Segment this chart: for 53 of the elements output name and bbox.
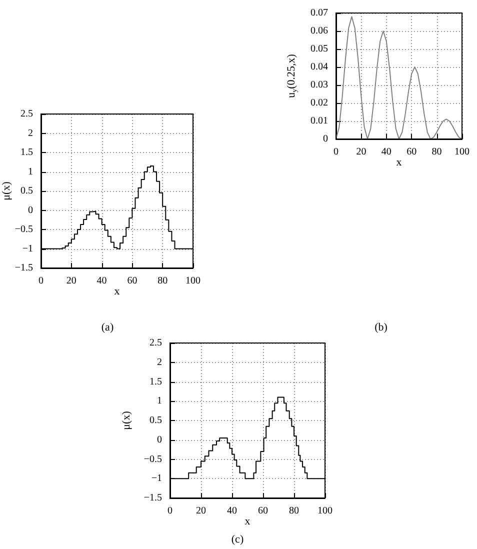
x-tick-label: 80: [158, 276, 168, 286]
x-tick-label: 40: [96, 276, 107, 286]
y-tick-label: 2.5: [150, 338, 162, 348]
y-tick-label: −1: [151, 473, 162, 484]
x-tick-label: 0: [38, 276, 44, 286]
y-tick-label: 1.5: [150, 376, 162, 388]
x-axis-title: x: [114, 286, 120, 298]
x-tick-label: 20: [66, 276, 76, 286]
x-tick-label: 100: [318, 506, 332, 516]
y-tick-label: 2: [157, 356, 162, 368]
x-tick-label: 60: [258, 506, 268, 516]
x-tick-label: 100: [186, 276, 200, 286]
y-tick-label: 1.5: [20, 147, 33, 158]
y-axis-title: μ(x): [120, 410, 132, 430]
x-tick-label: 80: [432, 146, 442, 158]
y-tick-label: 0.01: [310, 116, 328, 126]
y-tick-label: 0.03: [310, 80, 328, 90]
y-tick-label: 0.04: [310, 62, 328, 72]
x-axis-title: x: [396, 156, 402, 168]
x-tick-label: 20: [196, 506, 206, 516]
y-tick-label: 0.07: [310, 8, 328, 18]
x-tick-label: 60: [406, 146, 417, 158]
y-tick-label: −1.5: [14, 262, 33, 274]
y-tick-label: −0.5: [14, 224, 33, 235]
y-tick-label: −0.5: [144, 454, 162, 465]
y-tick-label: 0.5: [150, 415, 162, 426]
line-series: [336, 16, 462, 140]
x-tick-label: 60: [127, 276, 138, 286]
text: (b): [374, 322, 388, 334]
y-tick-label: 2.5: [20, 108, 33, 120]
y-tick-label: 0: [323, 134, 328, 144]
y-tick-label: −1.5: [144, 492, 162, 504]
y-tick-label: 0.05: [310, 44, 328, 54]
x-tick-label: 0: [334, 146, 338, 158]
y-tick-label: 1: [157, 396, 162, 407]
x-tick-label: 20: [356, 146, 366, 158]
y-tick-label: 2: [28, 128, 33, 139]
text: (c): [231, 534, 244, 546]
x-tick-label: 100: [454, 146, 470, 158]
y-tick-label: 0: [157, 434, 162, 446]
x-tick-label: 80: [289, 506, 299, 516]
y-tick-label: −1: [22, 243, 33, 254]
y-tick-label: 0: [28, 204, 33, 216]
x-tick-label: 0: [168, 506, 172, 516]
x-tick-label: 40: [381, 146, 392, 158]
y-axis-title: μ(x): [0, 181, 12, 200]
y-tick-label: 0.06: [310, 26, 328, 36]
x-axis-title: x: [244, 516, 251, 528]
text: (a): [101, 322, 114, 334]
y-tick-label: 1: [28, 166, 33, 178]
y-tick-label: 0.5: [20, 186, 33, 196]
y-tick-label: 0.02: [310, 98, 328, 108]
x-tick-label: 40: [227, 506, 237, 516]
